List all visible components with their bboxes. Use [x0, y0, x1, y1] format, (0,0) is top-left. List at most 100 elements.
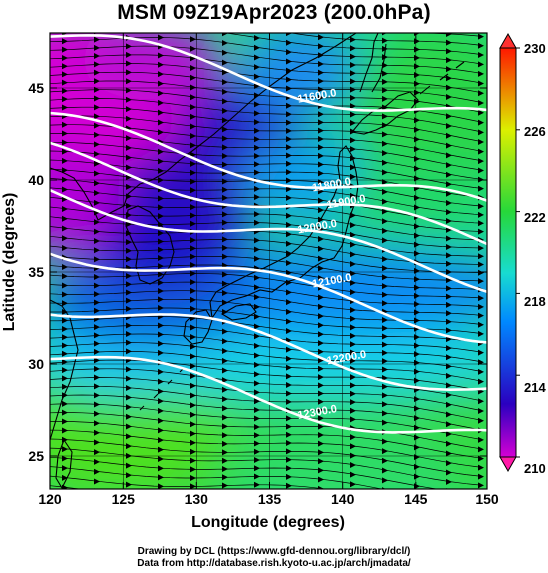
wind-arrow — [478, 295, 484, 302]
wind-arrow — [382, 375, 388, 382]
wind-arrow — [286, 382, 292, 389]
wind-arrow — [158, 349, 164, 356]
wind-arrow — [126, 423, 132, 430]
wind-arrow — [62, 186, 68, 193]
wind-arrow — [254, 25, 260, 31]
wind-arrow — [126, 462, 132, 469]
wind-arrow — [254, 380, 260, 387]
wind-arrow — [478, 148, 484, 155]
wind-arrow — [126, 452, 132, 459]
wind-arrow — [286, 390, 292, 397]
wind-arrow — [350, 407, 356, 414]
wind-arrow — [350, 520, 356, 526]
wind-arrow — [222, 126, 228, 133]
wind-arrow — [286, 482, 292, 489]
wind-arrow — [158, 263, 164, 270]
wind-arrow — [446, 506, 452, 512]
wind-arrow — [286, 456, 292, 463]
colorbar-tick-label: 210 — [524, 461, 546, 476]
wind-arrow — [62, 334, 68, 341]
colorbar: 210 214 218 222 226 230 — [499, 32, 546, 476]
wind-arrow — [126, 174, 132, 181]
wind-arrow — [350, 78, 356, 85]
wind-arrow — [286, 194, 292, 201]
wind-arrow — [62, 130, 68, 137]
wind-arrow — [222, 367, 228, 374]
wind-arrow — [158, 518, 164, 524]
wind-arrow — [158, 90, 164, 97]
wind-arrow — [126, 60, 132, 67]
wind-arrow — [94, 410, 100, 417]
wind-arrow — [414, 22, 420, 28]
wind-arrow — [158, 0, 164, 6]
wind-arrow — [158, 287, 164, 294]
wind-arrow — [222, 253, 228, 260]
wind-arrow — [254, 508, 260, 514]
wind-arrow — [446, 23, 452, 29]
streamline — [50, 245, 483, 274]
map-title: MSM 09Z19Apr2023 (200.0hPa) — [117, 1, 431, 24]
wind-arrow — [478, 129, 484, 136]
wind-arrow — [414, 46, 420, 53]
wind-arrow — [126, 78, 132, 85]
wind-arrow — [446, 57, 452, 64]
wind-arrow — [62, 157, 68, 164]
wind-arrow — [414, 80, 420, 87]
wind-arrow — [382, 349, 388, 356]
wind-arrow — [254, 83, 260, 90]
wind-arrow — [158, 17, 164, 23]
wind-arrow — [254, 34, 260, 41]
wind-arrow — [254, 44, 260, 51]
wind-arrow — [318, 348, 324, 355]
wind-arrow — [382, 87, 388, 94]
streamline — [50, 45, 483, 74]
wind-arrow — [286, 398, 292, 405]
wind-arrow — [94, 458, 100, 465]
wind-arrow — [286, 423, 292, 430]
wind-arrow — [382, 265, 388, 272]
streamline — [50, 141, 483, 180]
wind-arrow — [478, 90, 484, 97]
wind-arrow — [414, 89, 420, 96]
wind-arrow — [158, 526, 164, 532]
wind-arrow — [222, 280, 228, 287]
wind-arrow — [350, 349, 356, 356]
wind-arrow — [190, 187, 196, 194]
wind-arrow — [222, 499, 228, 505]
wind-arrow — [478, 408, 484, 415]
wind-arrow — [62, 282, 68, 289]
wind-arrow — [94, 324, 100, 331]
colorbar-tick-label: 222 — [524, 210, 546, 225]
wind-arrow — [318, 69, 324, 76]
wind-arrow — [478, 368, 484, 375]
wind-arrow — [286, 221, 292, 228]
wind-arrow — [318, 78, 324, 85]
wind-arrow — [126, 281, 132, 288]
wind-arrow — [94, 238, 100, 245]
wind-arrow — [350, 222, 356, 229]
wind-arrow — [478, 278, 484, 285]
wind-arrow — [286, 250, 292, 257]
wind-arrow — [222, 144, 228, 151]
wind-arrow — [350, 192, 356, 199]
wind-arrow — [158, 99, 164, 106]
wind-arrow — [158, 9, 164, 15]
wind-arrow — [350, 357, 356, 364]
streamline — [50, 466, 384, 489]
wind-arrow — [254, 15, 260, 21]
wind-arrow — [126, 527, 132, 533]
wind-arrow — [158, 446, 164, 453]
wind-arrow — [350, 443, 356, 450]
wind-arrow — [478, 25, 484, 31]
wind-arrow — [446, 181, 452, 188]
wind-arrow — [94, 12, 100, 18]
wind-arrow — [126, 164, 132, 171]
wind-arrow — [414, 434, 420, 441]
coastline-japan-shikoku — [220, 303, 257, 321]
wind-arrow — [414, 117, 420, 124]
streamline — [50, 187, 483, 224]
wind-arrow — [414, 267, 420, 274]
streamline — [50, 429, 483, 468]
wind-arrow — [286, 127, 292, 134]
wind-arrow — [414, 415, 420, 422]
